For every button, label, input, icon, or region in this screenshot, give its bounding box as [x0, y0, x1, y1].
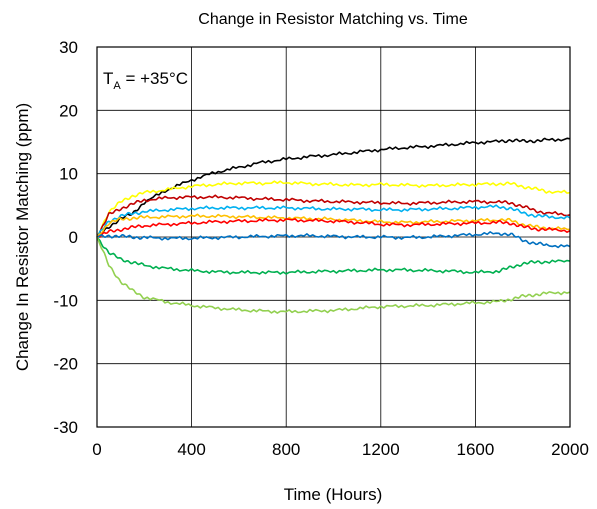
y-tick-label: -20 — [53, 355, 78, 374]
annotation-main: T — [103, 69, 113, 88]
x-tick-label: 1200 — [362, 440, 400, 459]
temperature-annotation: TA = +35°C — [103, 69, 188, 92]
plot-area-frame — [96, 46, 571, 428]
chart-title: Change in Resistor Matching vs. Time — [198, 11, 468, 28]
series-layer — [96, 137, 571, 314]
y-tick-label: 0 — [69, 228, 78, 247]
series-line-3 — [96, 194, 571, 238]
series-line-9 — [96, 236, 571, 314]
x-tick-label: 400 — [177, 440, 205, 459]
y-tick-label: -10 — [53, 291, 78, 310]
series-line-4 — [96, 204, 571, 238]
grid-lines — [96, 46, 571, 428]
x-axis-label: Time (Hours) — [284, 485, 383, 504]
x-tick-label: 1600 — [456, 440, 494, 459]
series-line-7 — [96, 231, 571, 249]
y-tick-label: 10 — [59, 165, 78, 184]
y-tick-label: 30 — [59, 38, 78, 57]
x-tick-label: 2000 — [551, 440, 589, 459]
x-tick-label: 800 — [272, 440, 300, 459]
x-axis-ticks: 0 400 800 1200 1600 2000 — [92, 440, 589, 459]
y-axis-label: Change In Resistor Matching (ppm) — [13, 103, 32, 371]
series-line-8 — [96, 236, 571, 275]
annotation-subscript: A — [113, 80, 121, 92]
y-tick-label: 20 — [59, 101, 78, 120]
x-tick-label: 0 — [92, 440, 101, 459]
series-line-5 — [96, 213, 571, 238]
series-line-1 — [96, 137, 571, 238]
y-axis-ticks: -30 -20 -10 0 10 20 30 — [53, 38, 78, 437]
series-line-2 — [96, 180, 571, 238]
y-tick-label: -30 — [53, 418, 78, 437]
series-line-6 — [96, 217, 571, 238]
annotation-rest: = +35°C — [121, 69, 188, 88]
